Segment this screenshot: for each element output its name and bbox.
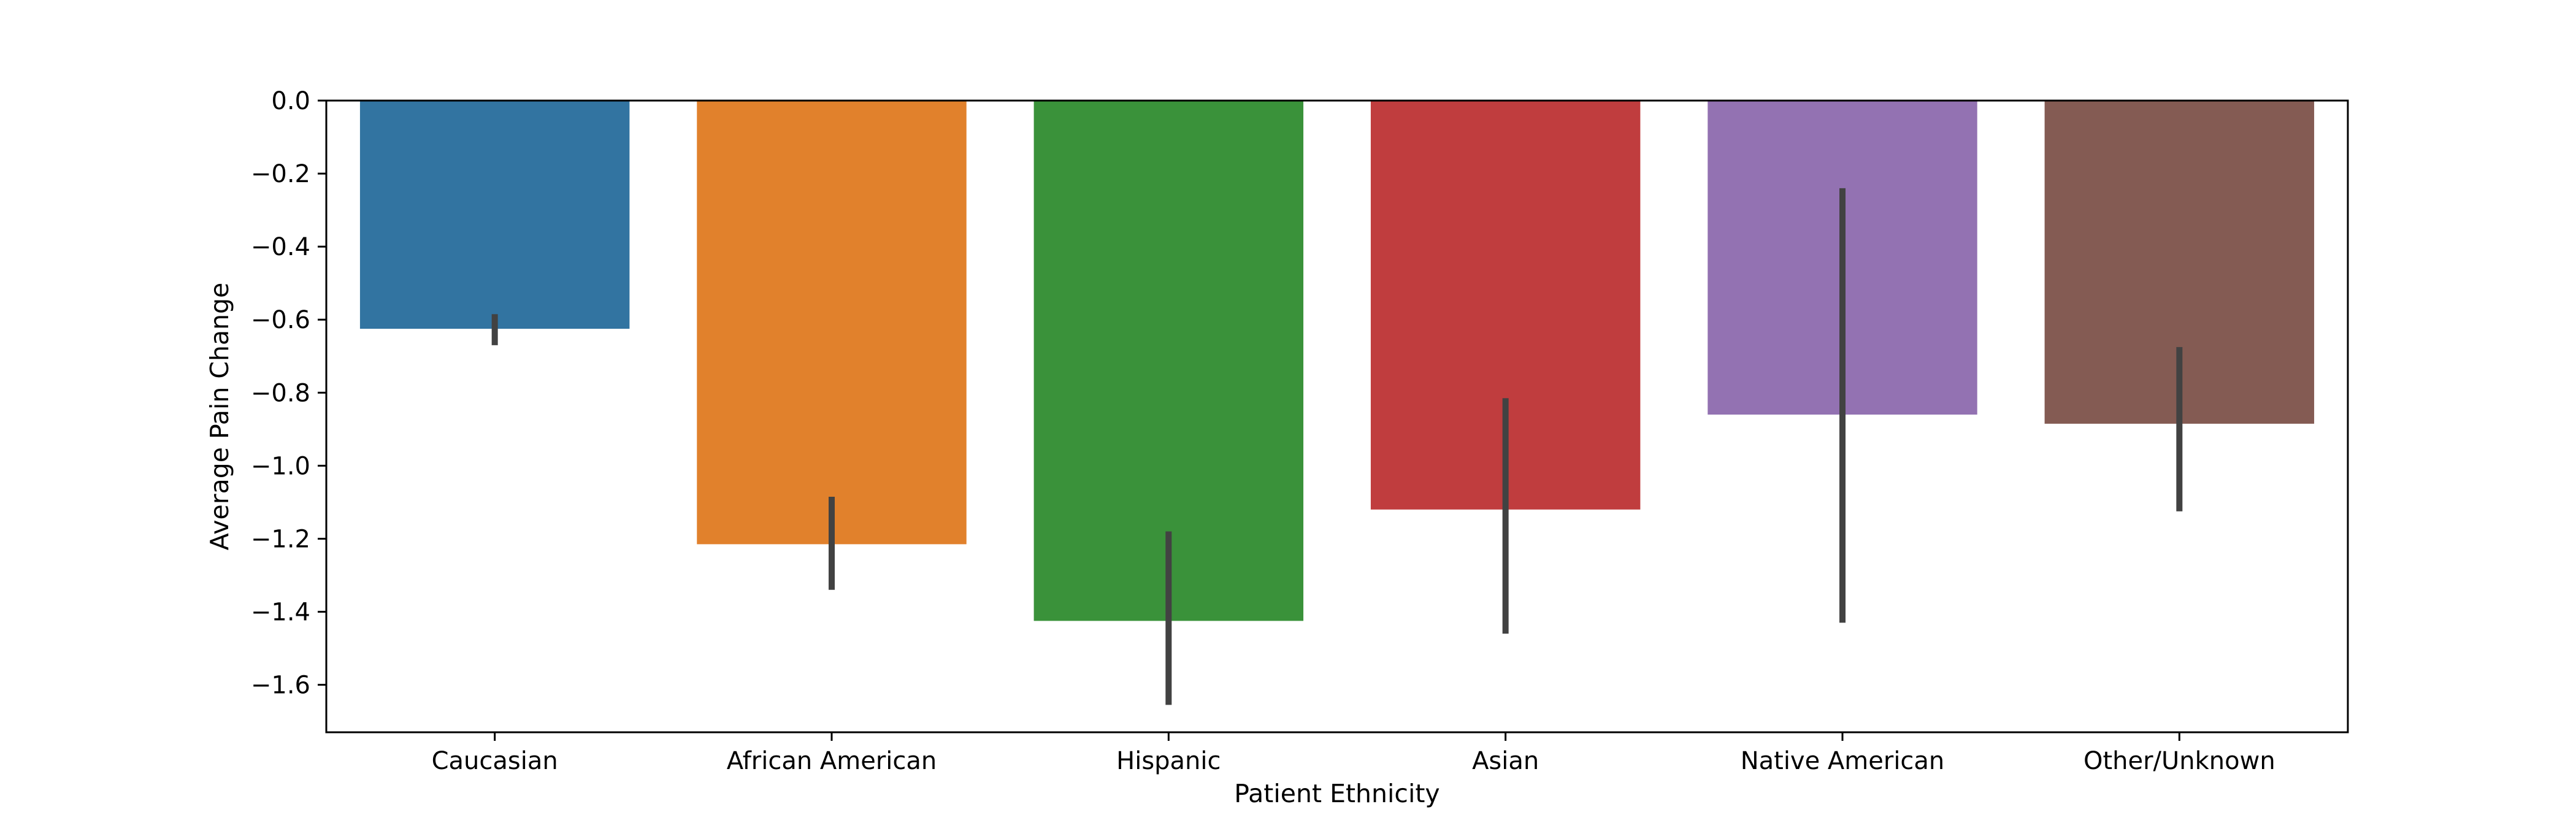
y-tick-label: −1.6 bbox=[251, 672, 310, 700]
error-bars-layer bbox=[491, 188, 2183, 705]
y-tick-label: −1.0 bbox=[251, 452, 310, 480]
x-tick-label: Caucasian bbox=[432, 747, 558, 775]
y-axis-label: Average Pain Change bbox=[205, 283, 234, 551]
y-tick-label: −1.2 bbox=[251, 525, 310, 553]
bar bbox=[359, 101, 630, 329]
y-tick-label: −0.8 bbox=[251, 379, 310, 407]
x-axis-label: Patient Ethnicity bbox=[1234, 779, 1439, 808]
x-tick-label: Asian bbox=[1472, 747, 1539, 775]
y-tick-label: 0.0 bbox=[271, 87, 310, 115]
x-tick-label: Other/Unknown bbox=[2083, 747, 2275, 775]
y-tick-label: −0.6 bbox=[251, 306, 310, 334]
y-tick-label: −0.2 bbox=[251, 160, 310, 188]
bar bbox=[697, 101, 967, 545]
x-tick-label: Native American bbox=[1741, 747, 1945, 775]
x-tick-label: Hispanic bbox=[1116, 747, 1221, 775]
y-tick-label: −0.4 bbox=[251, 233, 310, 261]
y-axis: 0.0 −0.2 −0.4 −0.6 −0.8 −1.0 −1.2 −1.4 −1.6 bbox=[251, 87, 326, 700]
plot-frame bbox=[325, 99, 2349, 733]
bars-layer bbox=[359, 101, 2315, 621]
x-tick-label: African American bbox=[727, 747, 937, 775]
x-axis: Caucasian African American Hispanic Asian Na… bbox=[432, 732, 2275, 775]
y-tick-label: −1.4 bbox=[251, 599, 310, 627]
